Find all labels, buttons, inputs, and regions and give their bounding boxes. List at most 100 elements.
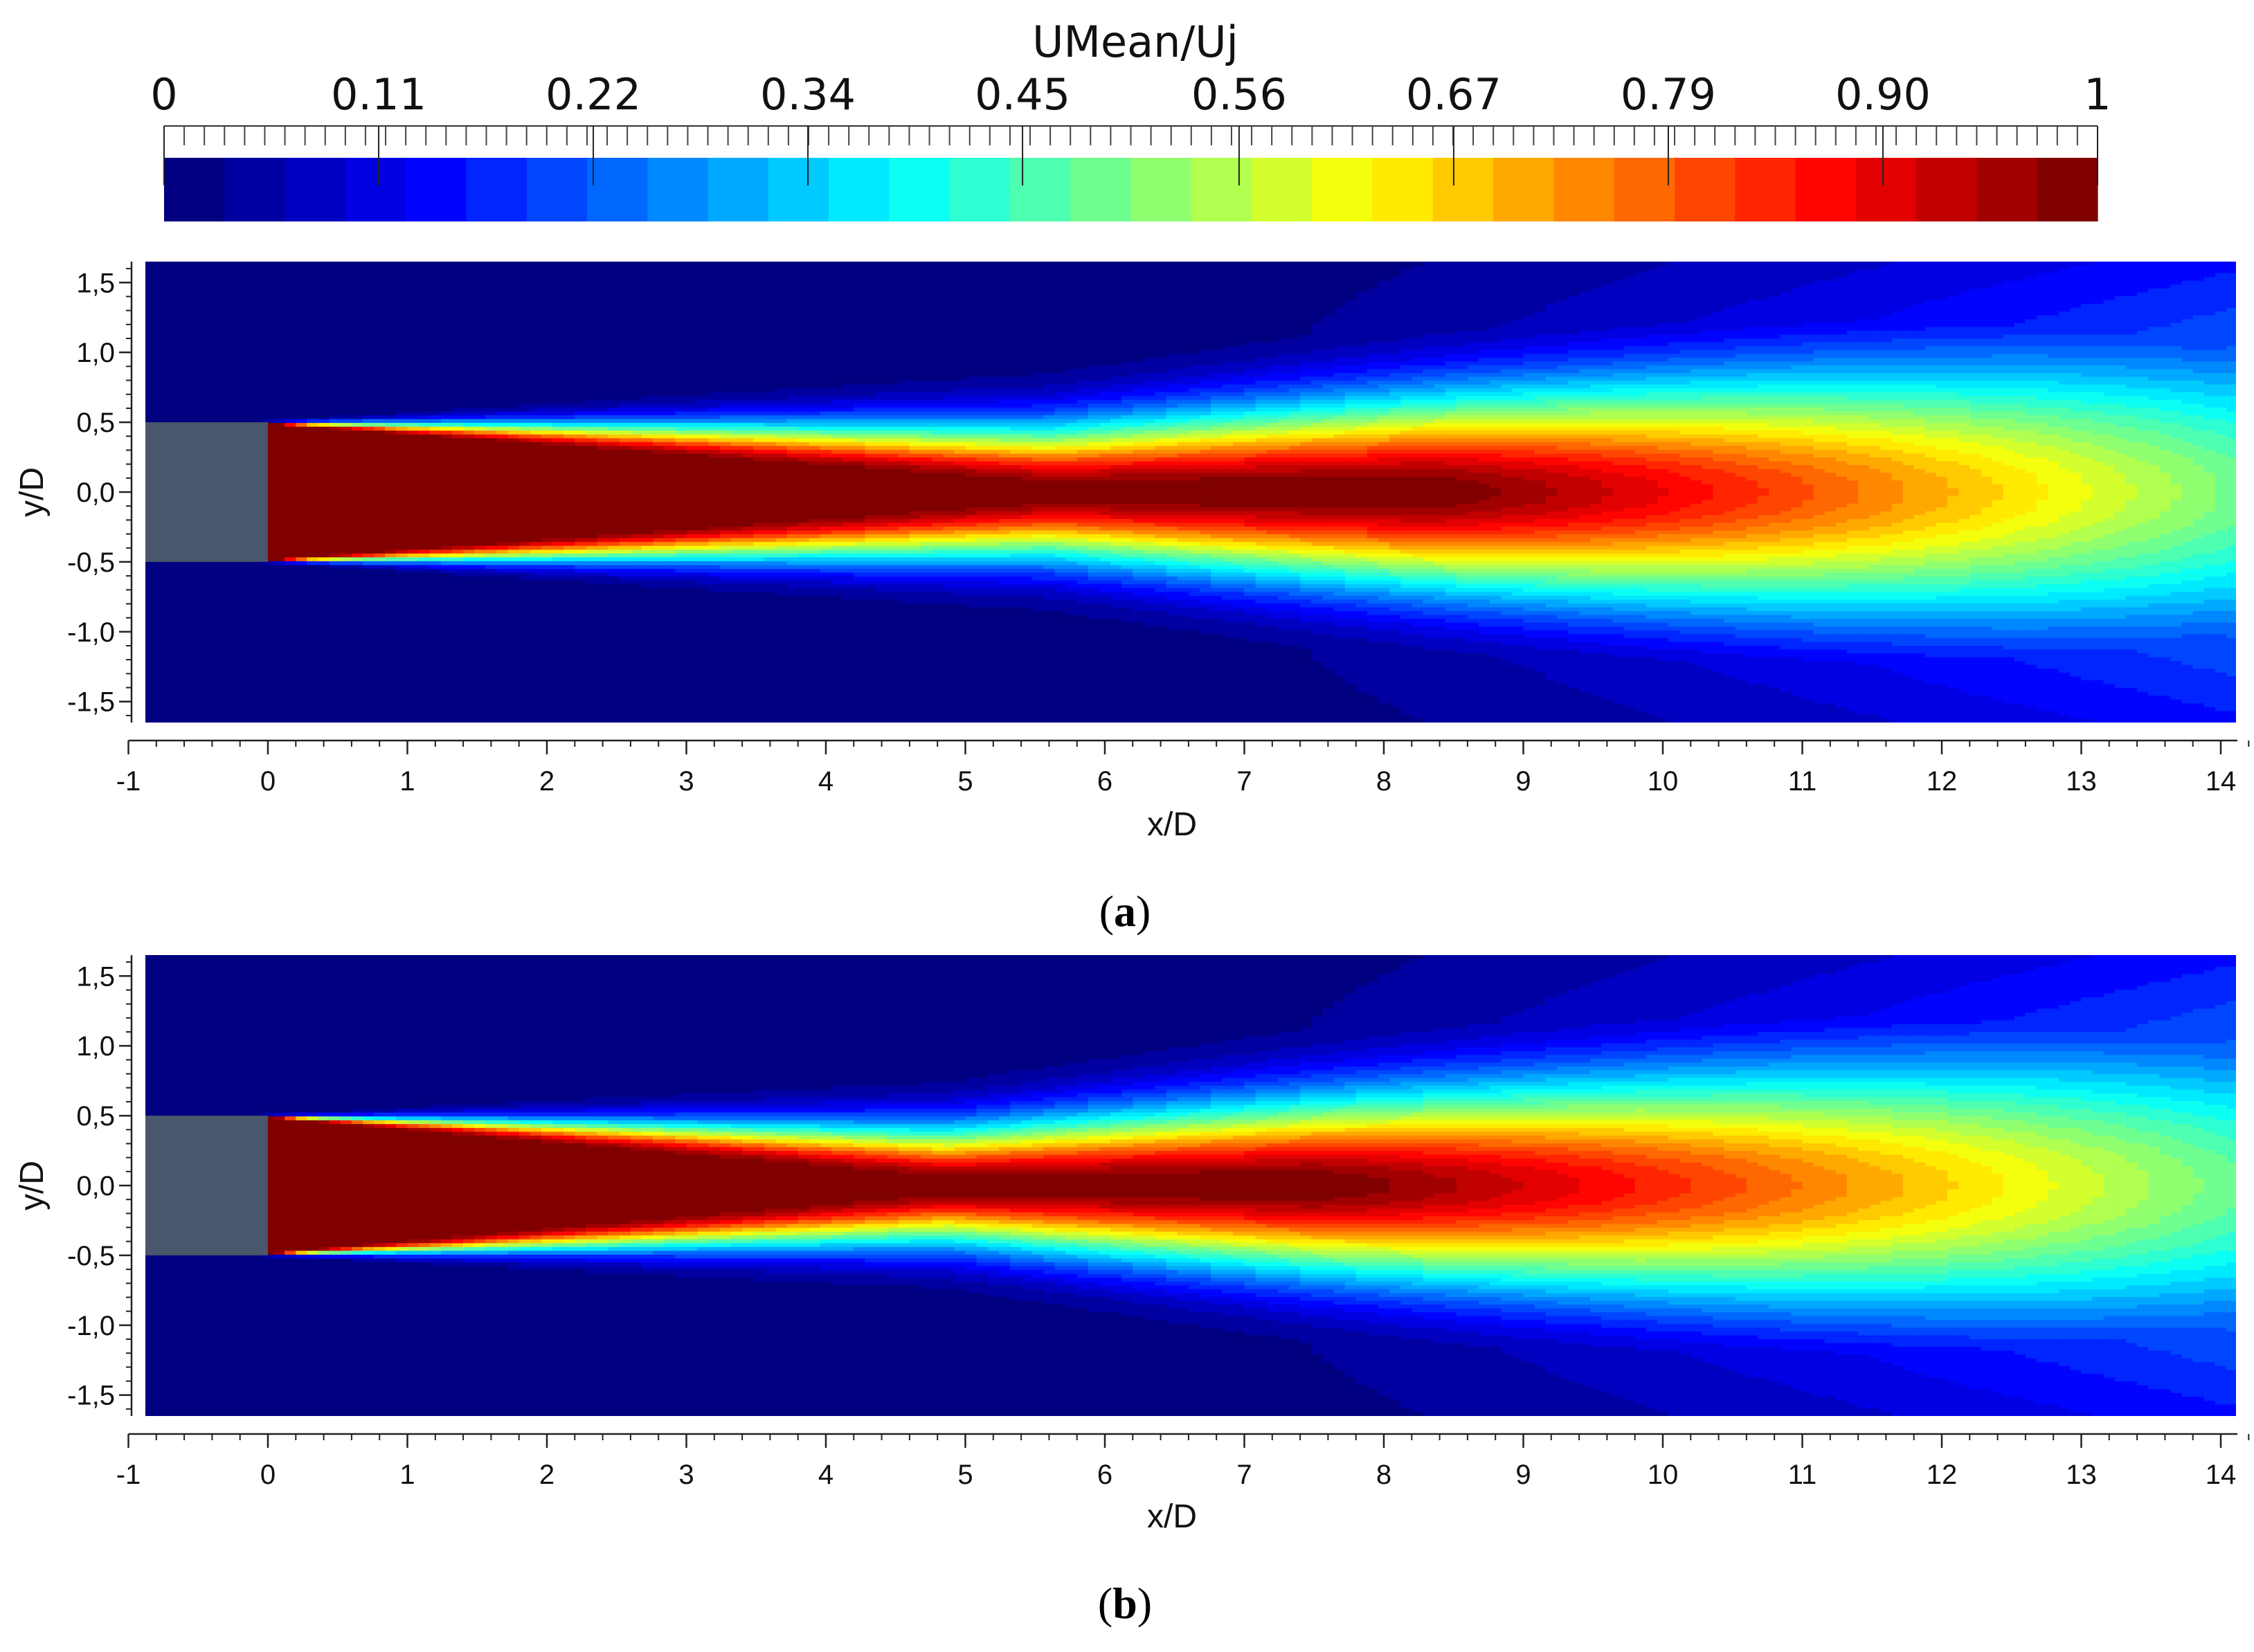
velocity-cell [921,403,932,408]
velocity-cell [1568,388,1580,393]
velocity-cell [731,553,743,559]
velocity-cell [1065,430,1078,435]
velocity-cell [1568,426,1580,431]
velocity-cell [1534,580,1547,589]
velocity-cell [1378,434,1390,439]
velocity-cell [1367,388,1379,393]
velocity-cell [1121,419,1134,424]
velocity-cell [742,457,754,527]
velocity-cell [440,553,453,559]
velocity-cell [675,396,687,405]
velocity-cell [1300,442,1312,447]
velocity-cell [1479,500,1490,512]
velocity-cell [1121,434,1134,439]
velocity-cell [1367,469,1379,478]
velocity-cell [976,542,989,547]
velocity-cell [854,542,866,547]
velocity-cell [1456,361,1468,370]
velocity-cell [396,561,408,566]
velocity-cell [1378,369,1390,378]
velocity-cell [708,450,721,455]
velocity-cell [1456,550,1468,554]
velocity-cell [686,542,698,547]
velocity-cell [1378,280,1390,343]
velocity-cell [1545,572,1558,577]
velocity-cell [630,434,642,439]
velocity-cell [1445,615,1457,624]
velocity-cell [1545,442,1558,447]
velocity-cell [1523,346,1535,354]
velocity-cell [1010,565,1022,570]
velocity-cell [1311,565,1324,570]
colorbar-tick-label: 0.45 [975,69,1070,120]
velocity-cell [1434,588,1446,593]
velocity-cell [1389,419,1401,424]
velocity-cell [296,561,308,566]
velocity-cell [1110,569,1122,574]
velocity-cell [507,565,520,570]
velocity-cell [1010,542,1022,547]
velocity-cell [351,426,363,431]
velocity-cell [1367,453,1379,462]
velocity-cell [1445,369,1457,374]
velocity-cell [1121,411,1134,416]
velocity-cell [1367,407,1379,412]
velocity-cell [675,569,687,574]
velocity-cell [653,453,665,532]
velocity-cell [1177,615,1189,631]
velocity-cell [1110,450,1122,455]
velocity-cell [742,442,754,447]
velocity-cell [1155,511,1167,516]
velocity-cell [1266,534,1279,539]
velocity-cell [1322,569,1335,574]
velocity-cell [842,557,855,562]
colorbar-swatch [1795,158,1857,221]
velocity-cell [1065,384,1078,393]
velocity-cell [1568,542,1580,547]
velocity-cell [1054,584,1067,593]
velocity-cell [1233,592,1245,601]
velocity-cell [742,419,754,424]
velocity-cell [1556,262,1569,301]
velocity-cell [1355,691,1368,723]
velocity-cell [530,542,542,547]
velocity-cell [1088,565,1100,570]
velocity-cell [764,553,777,559]
velocity-cell [374,423,386,428]
velocity-cell [719,450,732,455]
velocity-cell [1043,453,1056,458]
velocity-cell [1133,480,1145,505]
velocity-cell [1266,411,1279,416]
velocity-cell [1545,599,1558,608]
velocity-cell [1300,527,1312,532]
velocity-cell [1568,365,1580,374]
velocity-cell [1344,396,1357,401]
velocity-cell [898,553,910,559]
velocity-cell [1110,461,1122,466]
velocity-cell [753,592,766,723]
velocity-cell [998,457,1011,462]
velocity-cell [1211,507,1223,512]
velocity-cell [1010,607,1022,723]
velocity-cell [1211,592,1223,597]
velocity-cell [708,399,721,408]
velocity-cell [876,457,888,462]
velocity-cell [764,407,777,412]
velocity-cell [1523,630,1535,639]
velocity-cell [329,262,341,416]
velocity-cell [1233,457,1245,462]
velocity-cell [1088,438,1100,443]
velocity-cell [764,262,777,393]
velocity-cell [842,561,855,566]
velocity-cell [719,434,732,439]
velocity-cell [909,538,921,543]
velocity-cell [1166,434,1178,439]
velocity-cell [697,538,710,543]
velocity-cell [1144,262,1156,358]
velocity-cell [909,392,921,401]
velocity-cell [1244,403,1256,408]
velocity-cell [921,457,932,462]
velocity-cell [1255,577,1268,581]
velocity-cell [351,565,363,570]
velocity-cell [1300,584,1312,589]
